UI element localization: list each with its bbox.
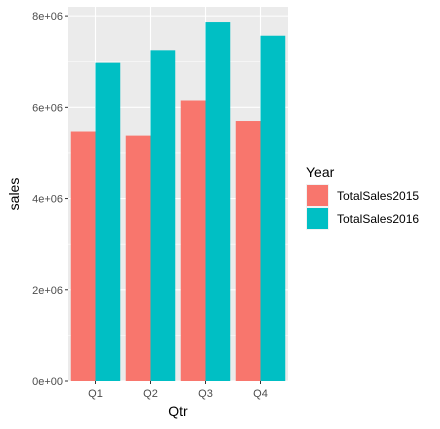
x-tick-label: Q1 — [88, 388, 103, 400]
legend-label: TotalSales2016 — [337, 212, 419, 226]
legend-swatch — [307, 208, 328, 229]
bars — [70, 22, 286, 382]
legend: Year TotalSales2015 TotalSales2016 — [306, 164, 419, 230]
bar — [70, 131, 96, 381]
y-axis-title: sales — [6, 178, 22, 211]
y-tick-label: 8e+06 — [32, 11, 63, 23]
bar — [150, 50, 176, 381]
y-tick-label: 2e+06 — [32, 285, 63, 297]
legend-label: TotalSales2015 — [337, 189, 419, 203]
x-axis-ticks: Q1 Q2 Q3 Q4 — [88, 381, 268, 400]
y-tick-label: 6e+06 — [32, 102, 63, 114]
x-tick-label: Q3 — [198, 388, 213, 400]
bar — [125, 135, 151, 381]
y-axis-ticks: 0e+00 2e+06 4e+06 6e+06 8e+06 — [32, 11, 68, 388]
bar — [235, 121, 261, 382]
x-axis-title: Qtr — [168, 403, 188, 419]
bar — [205, 22, 231, 382]
legend-title: Year — [306, 164, 335, 180]
bar — [95, 62, 121, 382]
x-tick-label: Q2 — [143, 388, 158, 400]
legend-swatch — [307, 185, 328, 206]
bar — [180, 100, 206, 381]
y-tick-label: 4e+06 — [32, 194, 63, 206]
x-tick-label: Q4 — [253, 388, 268, 400]
y-tick-label: 0e+00 — [32, 376, 63, 388]
bar — [260, 35, 286, 382]
